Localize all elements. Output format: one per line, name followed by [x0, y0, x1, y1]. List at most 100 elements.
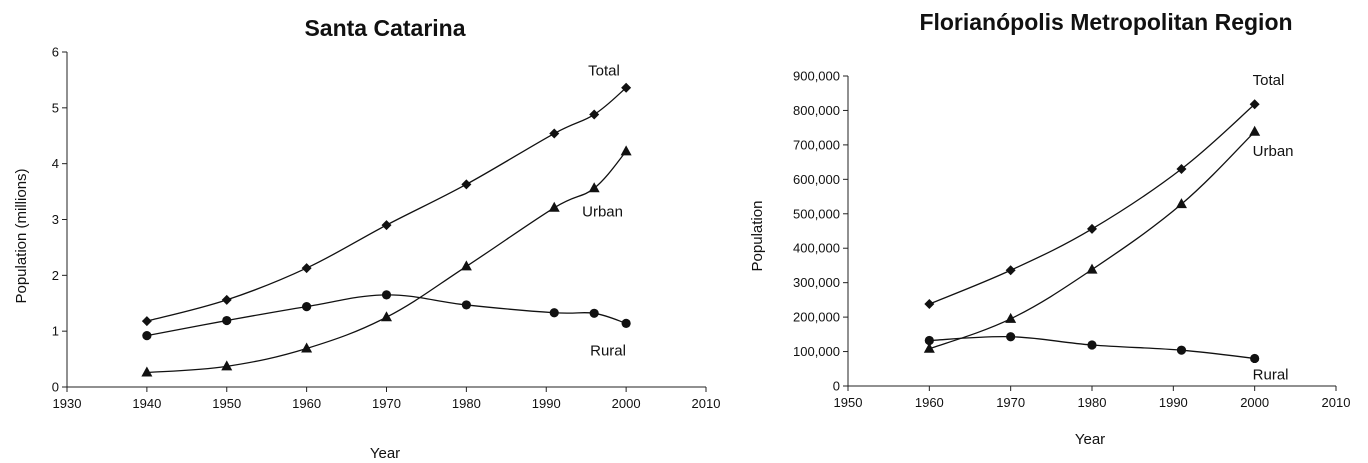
data-point-diamond [621, 82, 632, 93]
x-axis-label: Year [1075, 431, 1105, 448]
data-point-triangle [1175, 198, 1187, 209]
data-point-diamond [589, 109, 600, 120]
chart-title: Santa Catarina [304, 15, 465, 41]
plot-area: Total Urban Rural [141, 63, 632, 377]
data-point-diamond [381, 220, 392, 231]
data-point-diamond [301, 263, 312, 274]
data-point-triangle [923, 342, 935, 353]
data-point-circle [381, 290, 392, 300]
data-point-diamond [1005, 265, 1016, 276]
series-label: Rural [1253, 366, 1289, 383]
y-tick-label: 500,000 [793, 206, 840, 221]
x-tick-label: 1950 [212, 396, 241, 411]
x-tick-label: 1980 [452, 396, 481, 411]
x-axis-label: Year [370, 445, 400, 462]
x-tick-label: 1930 [53, 396, 82, 411]
y-tick-label: 700,000 [793, 137, 840, 152]
series-label: Total [588, 63, 620, 80]
y-tick-label: 4 [52, 156, 59, 171]
data-point-diamond [1249, 99, 1260, 110]
y-tick-label: 6 [52, 45, 59, 60]
x-tick-label: 2010 [1322, 395, 1351, 410]
series-line [146, 87, 627, 322]
x-tick-label: 2010 [692, 396, 721, 411]
series-label: Urban [1253, 143, 1294, 160]
data-point-triangle [548, 201, 560, 212]
data-point-triangle [141, 366, 153, 377]
series-label: Urban [582, 203, 623, 220]
x-tick-label: 2000 [612, 396, 641, 411]
x-tick-label: 2000 [1240, 395, 1269, 410]
y-tick-label: 800,000 [793, 103, 840, 118]
x-tick-label: 1960 [292, 396, 321, 411]
y-axis-label: Population [749, 201, 766, 272]
data-point-diamond [141, 316, 152, 327]
data-point-triangle [1086, 263, 1098, 274]
y-tick-label: 3 [52, 212, 59, 227]
y-axis-label: Population (millions) [13, 168, 30, 303]
series-label: Rural [590, 342, 626, 359]
series-total: Total [924, 72, 1285, 310]
data-point-triangle [620, 145, 632, 156]
series-total: Total [141, 63, 632, 327]
x-tick-label: 1970 [372, 396, 401, 411]
y-tick-label: 900,000 [793, 69, 840, 84]
y-tick-label: 0 [833, 379, 840, 394]
data-point-circle [302, 302, 312, 312]
plot-area: Total Urban Rural [923, 72, 1294, 383]
data-point-triangle [460, 260, 472, 271]
chart-santa-catarina: Santa Catarina Year Population (millions… [13, 15, 720, 462]
data-point-circle [142, 331, 152, 341]
data-point-triangle [301, 342, 313, 353]
chart-florianopolis-metro: Florianópolis Metropolitan Region Year P… [749, 9, 1350, 448]
data-point-circle [589, 308, 599, 318]
data-point-diamond [1087, 223, 1097, 234]
y-tick-label: 400,000 [793, 241, 840, 256]
x-tick-label: 1970 [996, 395, 1025, 410]
data-point-circle [1250, 353, 1260, 364]
data-point-circle [1087, 340, 1097, 350]
y-tick-label: 100,000 [793, 344, 840, 359]
data-point-circle [549, 308, 559, 318]
y-tick-label: 1 [52, 324, 59, 339]
data-point-diamond [461, 179, 472, 190]
data-point-triangle [1005, 312, 1017, 323]
series-rural: Rural [142, 290, 631, 359]
series-label: Total [1253, 72, 1285, 89]
series-rural: Rural [924, 332, 1289, 383]
data-point-triangle [588, 182, 600, 193]
y-tick-label: 2 [52, 268, 59, 283]
series-line [929, 103, 1256, 305]
x-tick-label: 1950 [834, 395, 863, 410]
data-point-circle [924, 335, 934, 346]
y-tick-label: 5 [52, 100, 59, 115]
data-point-circle [621, 318, 631, 328]
y-tick-label: 200,000 [793, 310, 840, 325]
data-point-circle [222, 315, 232, 326]
data-point-diamond [924, 299, 935, 310]
data-point-triangle [381, 311, 392, 322]
data-point-circle [461, 300, 471, 310]
y-tick-label: 300,000 [793, 275, 840, 290]
chart-title: Florianópolis Metropolitan Region [919, 9, 1292, 35]
x-tick-label: 1960 [915, 395, 944, 410]
data-point-diamond [221, 294, 232, 305]
axes: 0 100,000 200,000 300,000 400,000 500,000 600,… [793, 69, 1350, 411]
x-tick-label: 1980 [1078, 395, 1107, 410]
data-point-triangle [1249, 125, 1261, 136]
data-point-circle [1176, 345, 1187, 355]
data-point-circle [1006, 332, 1016, 342]
y-tick-label: 600,000 [793, 172, 840, 187]
x-tick-label: 1990 [532, 396, 561, 411]
series-line [146, 150, 627, 374]
data-point-diamond [549, 128, 560, 139]
x-tick-label: 1990 [1159, 395, 1188, 410]
data-point-diamond [1176, 164, 1187, 174]
series-line [929, 131, 1256, 350]
x-tick-label: 1940 [132, 396, 161, 411]
series-urban: Urban [923, 125, 1294, 353]
series-urban: Urban [141, 145, 632, 377]
y-tick-label: 0 [52, 380, 59, 395]
axes: 0 1 2 3 4 5 6 1930 1940 1950 1960 1970 1980 1990 2000 2… [52, 45, 721, 412]
